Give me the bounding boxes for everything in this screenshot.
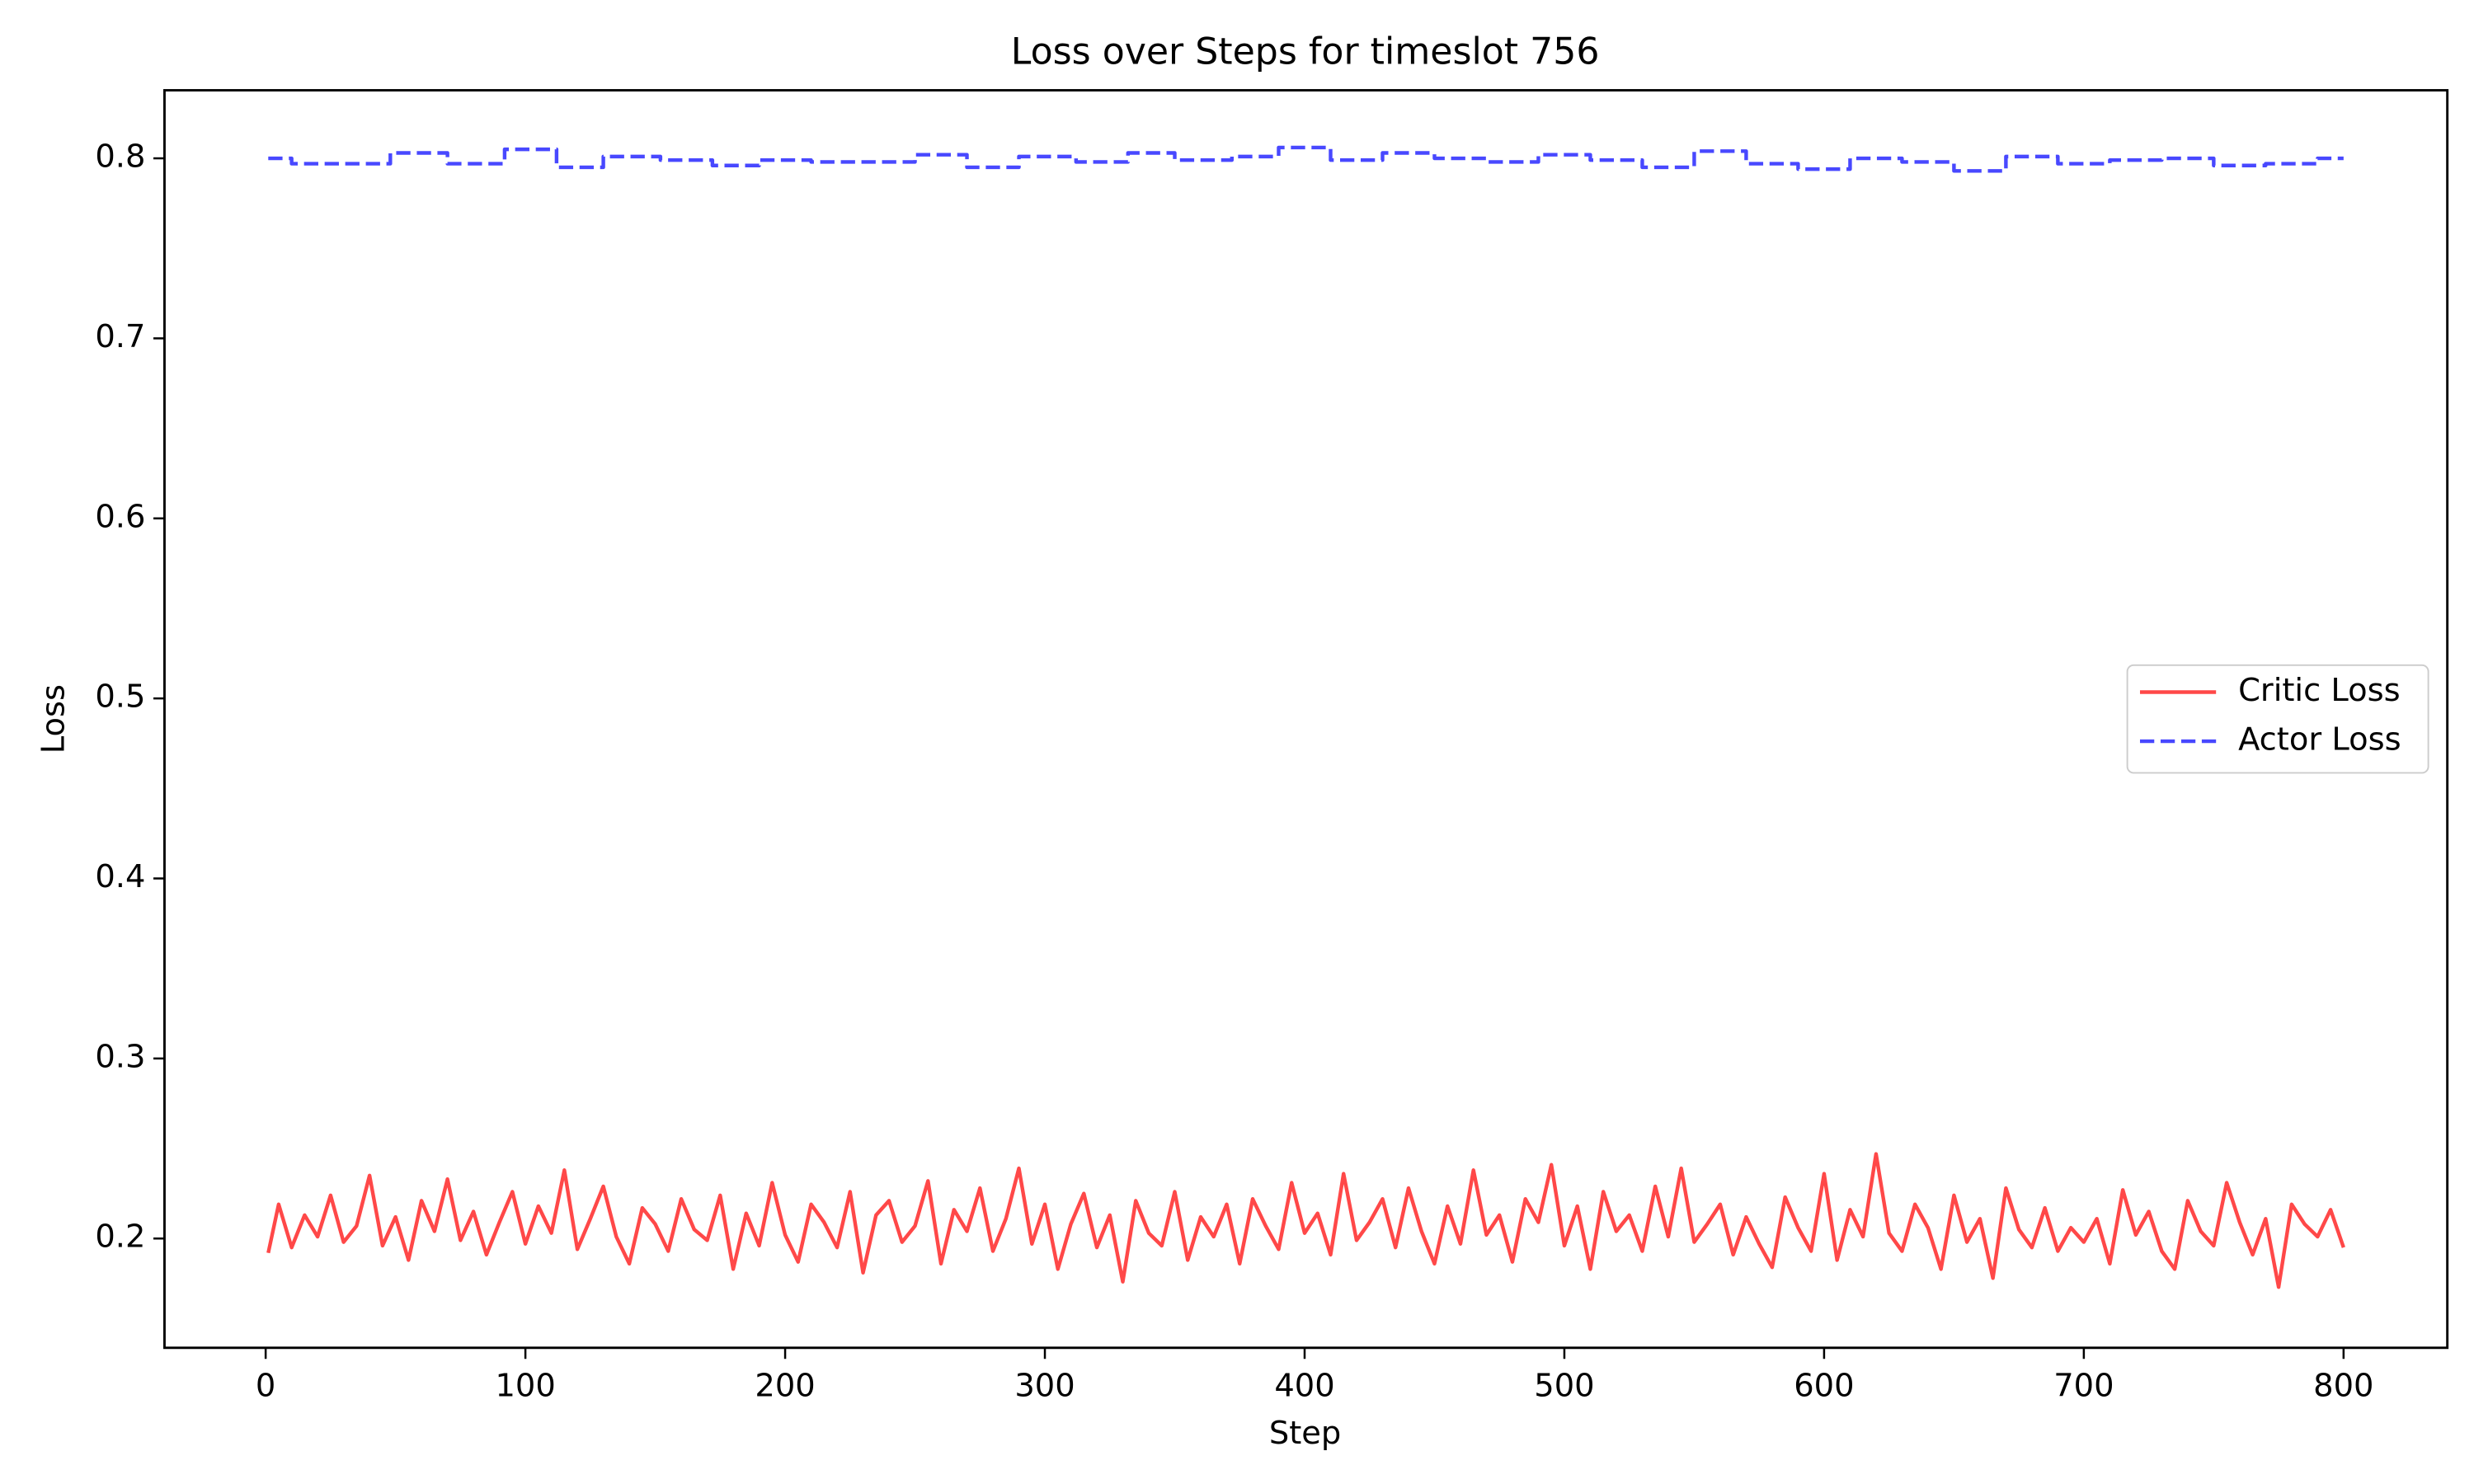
x-tick-label: 800 [2313, 1367, 2373, 1404]
y-tick-label: 0.8 [95, 139, 145, 176]
legend-label: Actor Loss [2238, 721, 2401, 758]
x-tick-label: 700 [2053, 1367, 2114, 1404]
x-tick-label: 300 [1014, 1367, 1075, 1404]
x-tick-label: 500 [1534, 1367, 1594, 1404]
x-tick-label: 100 [495, 1367, 555, 1404]
x-tick-label: 0 [256, 1367, 275, 1404]
x-tick-label: 400 [1274, 1367, 1334, 1404]
legend-label: Critic Loss [2238, 672, 2401, 709]
x-tick-label: 200 [755, 1367, 815, 1404]
plot-area [266, 145, 2345, 1289]
series-line [266, 1152, 2345, 1289]
x-tick-label: 600 [1794, 1367, 1854, 1404]
axes-frame [163, 89, 2449, 1350]
y-tick-label: 0.4 [95, 858, 145, 895]
chart-title: Loss over Steps for timeslot 756 [1011, 31, 1600, 73]
y-tick-label: 0.5 [95, 679, 145, 716]
y-tick-label: 0.3 [95, 1038, 145, 1075]
y-axis-label: Loss [35, 684, 72, 754]
x-axis-label: Step [1269, 1415, 1341, 1452]
y-tick-label: 0.2 [95, 1219, 145, 1256]
y-tick-label: 0.7 [95, 318, 145, 355]
y-tick-label: 0.6 [95, 498, 145, 535]
